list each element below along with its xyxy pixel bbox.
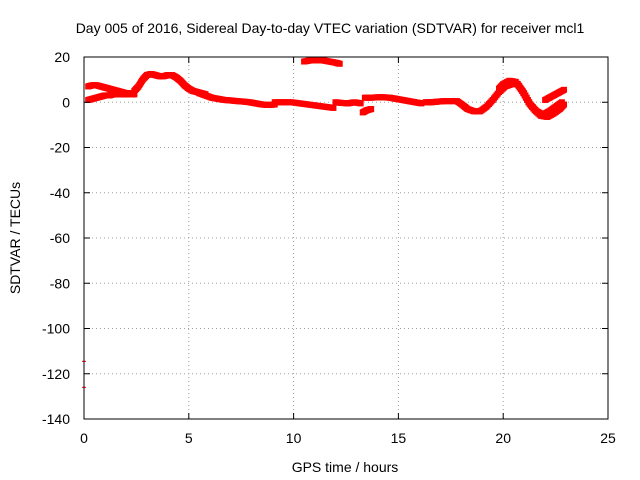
y-tick-label: -20 — [50, 140, 70, 156]
data-layer — [82, 57, 567, 388]
data-point — [418, 100, 425, 107]
y-tick-label: 0 — [62, 94, 70, 110]
y-tick-label: 20 — [54, 49, 70, 65]
y-tick-label: -100 — [42, 321, 70, 337]
x-axis-label: GPS time / hours — [292, 459, 399, 475]
series-seg-k — [496, 77, 567, 120]
y-tick-label: -120 — [42, 366, 70, 382]
series-seg-f — [301, 57, 343, 67]
data-point — [560, 86, 567, 93]
x-tick-label: 20 — [495, 430, 511, 446]
series-seg-e — [271, 99, 337, 111]
series-seg-h — [361, 94, 425, 107]
tick-layer: -140 -120 -100 -80 -60 -40 -20 0 20 0 5 10 15 20 25 — [42, 49, 616, 446]
data-point — [131, 91, 138, 98]
data-point — [357, 100, 364, 107]
label-layer: Day 005 of 2016, Sidereal Day-to-day VTE… — [7, 20, 585, 475]
data-point — [336, 60, 343, 67]
data-point — [368, 106, 375, 113]
y-axis-label: SDTVAR / TECUs — [7, 182, 23, 294]
x-tick-label: 0 — [80, 430, 88, 446]
series-seg-i — [359, 106, 375, 116]
y-tick-label: -80 — [50, 275, 70, 291]
y-tick-label: -60 — [50, 230, 70, 246]
data-point — [330, 104, 337, 111]
series-seg-g — [332, 99, 364, 107]
x-tick-label: 10 — [286, 430, 302, 446]
y-tick-label: -140 — [42, 411, 70, 427]
chart-title: Day 005 of 2016, Sidereal Day-to-day VTE… — [76, 20, 585, 36]
x-tick-label: 5 — [185, 430, 193, 446]
series-seg-d — [196, 90, 278, 108]
series-seg-b — [85, 91, 138, 103]
data-point — [560, 101, 567, 108]
x-tick-label: 25 — [600, 430, 616, 446]
y-tick-label: -40 — [50, 185, 70, 201]
grid-layer — [84, 57, 608, 419]
x-tick-label: 15 — [391, 430, 407, 446]
series-seg-l — [542, 86, 567, 103]
